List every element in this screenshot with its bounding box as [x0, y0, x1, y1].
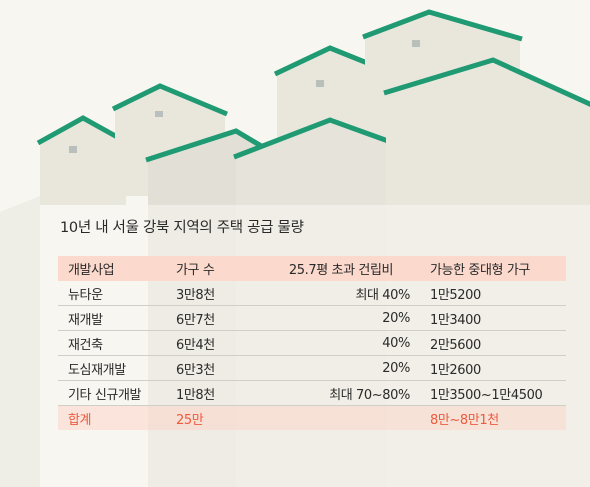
cell-large-unit-ratio: 40%	[262, 330, 420, 356]
cell-possible-large-units: 2만5600	[420, 330, 566, 356]
header-possible-large-units: 가능한 중대형 가구	[420, 256, 566, 281]
table-row: 뉴타운 3만8천 최대 40% 1만5200	[58, 281, 566, 306]
cell-project-type: 재건축	[58, 330, 166, 356]
cell-possible-large-units: 1만3500~1만4500	[420, 380, 566, 406]
supply-table: 개발사업 가구 수 25.7평 초과 건립비 가능한 중대형 가구 뉴타운 3만…	[58, 256, 566, 430]
total-households: 25만	[166, 405, 262, 430]
header-project-type: 개발사업	[58, 256, 166, 281]
header-large-unit-ratio: 25.7평 초과 건립비	[262, 256, 420, 281]
total-large-unit-ratio	[262, 405, 420, 430]
total-label: 합계	[58, 405, 166, 430]
cell-project-type: 도심재개발	[58, 355, 166, 381]
table-title: 10년 내 서울 강북 지역의 주택 공급 물량	[60, 220, 304, 236]
cell-households: 3만8천	[166, 281, 262, 306]
table-row: 재개발 6만7천 20% 1만3400	[58, 305, 566, 331]
table-row: 도심재개발 6만3천 20% 1만2600	[58, 355, 566, 381]
total-possible-large-units: 8만~8만1천	[420, 405, 566, 430]
table-header-row: 개발사업 가구 수 25.7평 초과 건립비 가능한 중대형 가구	[58, 256, 566, 281]
cell-households: 1만8천	[166, 380, 262, 406]
cell-large-unit-ratio: 20%	[262, 355, 420, 381]
cell-households: 6만4천	[166, 330, 262, 356]
table-row: 기타 신규개발 1만8천 최대 70~80% 1만3500~1만4500	[58, 380, 566, 406]
cell-large-unit-ratio: 20%	[262, 305, 420, 331]
cell-project-type: 재개발	[58, 305, 166, 331]
cell-households: 6만3천	[166, 355, 262, 381]
cell-project-type: 뉴타운	[58, 281, 166, 306]
cell-possible-large-units: 1만2600	[420, 355, 566, 381]
cell-project-type: 기타 신규개발	[58, 380, 166, 406]
cell-large-unit-ratio: 최대 40%	[262, 281, 420, 306]
table-row: 재건축 6만4천 40% 2만5600	[58, 330, 566, 356]
cell-households: 6만7천	[166, 305, 262, 331]
cell-large-unit-ratio: 최대 70~80%	[262, 380, 420, 406]
house-1	[36, 115, 130, 205]
cell-possible-large-units: 1만3400	[420, 305, 566, 331]
cell-possible-large-units: 1만5200	[420, 281, 566, 306]
header-households: 가구 수	[166, 256, 262, 281]
table-total-row: 합계 25만 8만~8만1천	[58, 405, 566, 430]
